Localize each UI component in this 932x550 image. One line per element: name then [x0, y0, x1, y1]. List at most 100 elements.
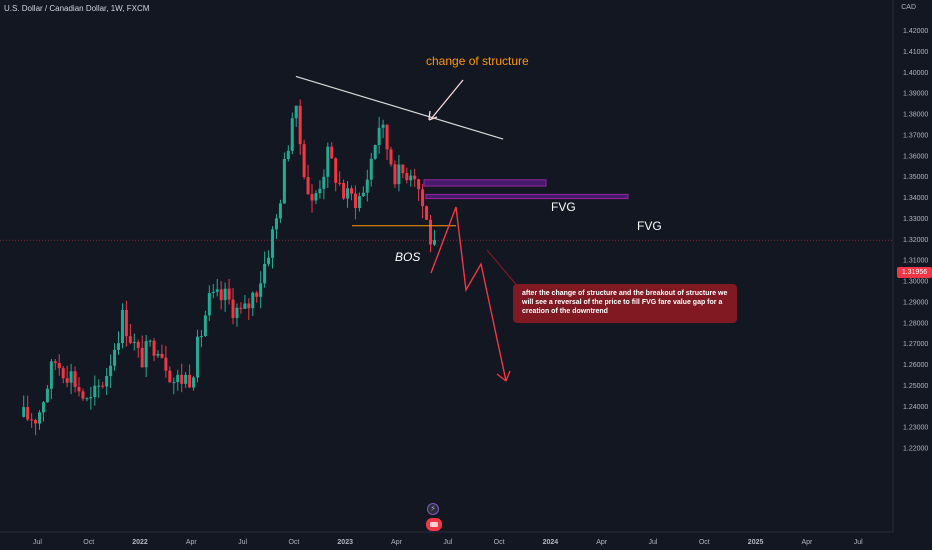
candle-body [207, 292, 211, 316]
candle-body [120, 310, 124, 344]
candle-body [428, 219, 432, 245]
candle-body [346, 188, 350, 199]
candle-body [109, 365, 113, 377]
trendline [295, 75, 504, 140]
candle-body [223, 288, 227, 301]
candle-body [401, 164, 405, 174]
cos-pointer-arrow [430, 79, 464, 120]
fvg-lower-label[interactable]: FVG [637, 219, 662, 233]
y-tick-label: 1.28000 [903, 320, 928, 327]
fvg-upper-label[interactable]: FVG [551, 200, 576, 214]
candle-body [381, 124, 385, 128]
bos-label[interactable]: BOS [395, 250, 421, 264]
y-tick-label: 1.33000 [903, 216, 928, 223]
candle-body [421, 189, 425, 207]
candle-body [188, 374, 192, 388]
x-tick-label: Apr [801, 539, 813, 546]
y-tick-label: 1.24000 [903, 404, 928, 411]
candle-body [255, 292, 259, 297]
y-tick-label: 1.41000 [903, 49, 928, 56]
x-tick-label: Jul [854, 539, 863, 546]
y-tick-label: 1.29000 [903, 299, 928, 306]
candle-body [136, 341, 140, 348]
candle-body [172, 382, 176, 384]
candle-body [306, 177, 310, 195]
candle-body [409, 175, 413, 181]
x-tick-label: Oct [288, 539, 299, 546]
candle-body [144, 341, 148, 368]
candle-body [38, 412, 42, 424]
candle-body [215, 289, 219, 292]
candle-body [164, 357, 168, 371]
candle-body [101, 385, 105, 387]
y-tick-label: 1.31000 [903, 258, 928, 265]
y-tick-label: 1.23000 [903, 425, 928, 432]
candle-body [30, 419, 34, 421]
candle-body [192, 377, 196, 388]
candle-body [77, 386, 81, 392]
x-tick-label: Jul [238, 539, 247, 546]
candle-body [393, 164, 397, 185]
candle-body [184, 374, 188, 384]
candle-body [239, 307, 243, 309]
candle-body [195, 336, 199, 378]
candle-body [278, 203, 282, 219]
x-tick-label: Jul [443, 539, 452, 546]
lightning-icon[interactable]: ⚡ [427, 503, 439, 515]
candle-body [342, 183, 346, 199]
y-tick-label: 1.22000 [903, 446, 928, 453]
candle-body [49, 361, 53, 389]
candle-body [61, 368, 65, 379]
candle-body [318, 188, 322, 194]
symbol-title[interactable]: U.S. Dollar / Canadian Dollar, 1W, FXCM [4, 4, 150, 13]
fvg-zone [425, 193, 629, 200]
candle-body [247, 303, 251, 309]
last-price-tag: 1.31956 [897, 267, 932, 278]
x-tick-label: 2022 [132, 539, 148, 546]
x-tick-label: Oct [83, 539, 94, 546]
candle-body [219, 289, 223, 301]
candle-body [298, 105, 302, 145]
candle-body [334, 158, 338, 183]
x-tick-label: 2024 [543, 539, 559, 546]
analysis-note[interactable]: after the change of structure and the br… [513, 284, 737, 323]
candle-body [350, 188, 354, 194]
y-tick-label: 1.38000 [903, 112, 928, 119]
candle-body [105, 376, 109, 387]
candle-body [417, 179, 421, 190]
candle-body [369, 158, 373, 180]
candle-body [235, 307, 239, 318]
candle-body [267, 257, 271, 264]
candle-body [377, 127, 381, 145]
y-tick-label: 1.32000 [903, 237, 928, 244]
candle-body [57, 363, 61, 369]
candle-body [156, 353, 160, 356]
candle-body [148, 340, 152, 342]
candle-body [294, 105, 298, 119]
candle-body [117, 343, 121, 350]
candle-body [330, 146, 334, 159]
change-of-structure-label[interactable]: change of structure [426, 54, 529, 68]
candle-body [113, 349, 117, 366]
x-tick-label: Apr [391, 539, 403, 546]
candle-body [357, 196, 361, 209]
candle-body [203, 315, 207, 337]
candle-body [140, 347, 144, 368]
candle-body [385, 124, 389, 150]
y-tick-label: 1.39000 [903, 91, 928, 98]
candle-body [353, 193, 357, 209]
y-tick-label: 1.42000 [903, 28, 928, 35]
y-tick-label: 1.27000 [903, 341, 928, 348]
camera-icon[interactable] [426, 518, 442, 531]
candle-body [93, 385, 97, 397]
candle-body [89, 396, 93, 399]
candle-body [286, 150, 290, 159]
candle-body [85, 398, 89, 400]
candle-body [227, 288, 231, 300]
y-tick-label: 1.40000 [903, 70, 928, 77]
y-tick-label: 1.25000 [903, 383, 928, 390]
candle-body [176, 374, 180, 383]
y-tick-label: 1.34000 [903, 195, 928, 202]
candle-body [425, 206, 429, 220]
